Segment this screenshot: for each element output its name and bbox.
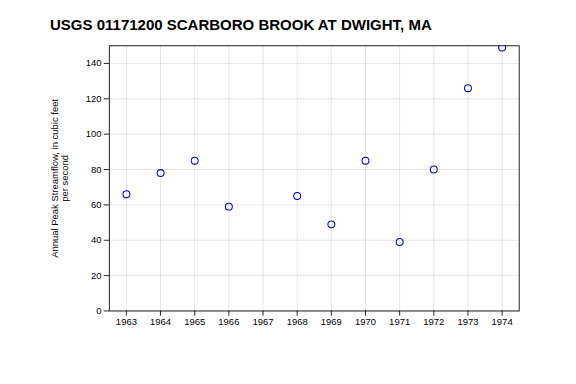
svg-text:1969: 1969 <box>321 316 342 327</box>
svg-text:40: 40 <box>91 234 102 245</box>
svg-text:1970: 1970 <box>355 316 376 327</box>
html-text:USGS 01171200 SCARBORO BROOK A: USGS 01171200 SCARBORO BROOK AT DWIGHT, … <box>50 16 432 33</box>
svg-text:1972: 1972 <box>423 316 444 327</box>
svg-text:20: 20 <box>91 270 102 281</box>
svg-text:80: 80 <box>91 164 102 175</box>
svg-text:120: 120 <box>86 93 102 104</box>
svg-text:1964: 1964 <box>150 316 171 327</box>
svg-text:0: 0 <box>96 305 101 316</box>
svg-text:60: 60 <box>91 199 102 210</box>
svg-text:1973: 1973 <box>457 316 478 327</box>
svg-text:Annual Peak Streamflow, in cub: Annual Peak Streamflow, in cubic feetper… <box>49 99 70 258</box>
svg-text:1965: 1965 <box>184 316 205 327</box>
svg-text:1974: 1974 <box>492 316 513 327</box>
svg-text:1966: 1966 <box>218 316 239 327</box>
svg-text:1968: 1968 <box>287 316 308 327</box>
svg-text:1971: 1971 <box>389 316 410 327</box>
svg-text:1967: 1967 <box>252 316 273 327</box>
svg-text:100: 100 <box>86 128 102 139</box>
svg-text:140: 140 <box>86 57 102 68</box>
svg-text:1963: 1963 <box>116 316 137 327</box>
